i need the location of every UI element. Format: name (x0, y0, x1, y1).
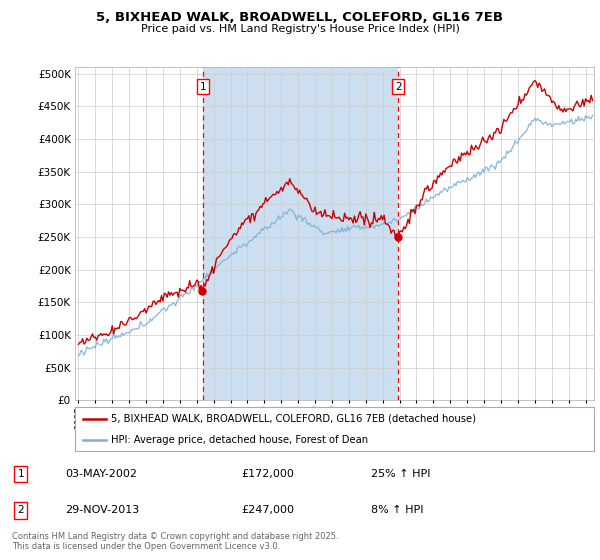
Text: 03-MAY-2002: 03-MAY-2002 (65, 469, 137, 479)
Text: 29-NOV-2013: 29-NOV-2013 (65, 505, 139, 515)
Text: 1: 1 (199, 82, 206, 92)
Text: Price paid vs. HM Land Registry's House Price Index (HPI): Price paid vs. HM Land Registry's House … (140, 24, 460, 34)
Text: HPI: Average price, detached house, Forest of Dean: HPI: Average price, detached house, Fore… (112, 435, 368, 445)
Text: 25% ↑ HPI: 25% ↑ HPI (371, 469, 430, 479)
Text: 5, BIXHEAD WALK, BROADWELL, COLEFORD, GL16 7EB: 5, BIXHEAD WALK, BROADWELL, COLEFORD, GL… (97, 11, 503, 24)
Text: £247,000: £247,000 (241, 505, 294, 515)
Bar (203, 67, 398, 400)
Text: 8% ↑ HPI: 8% ↑ HPI (371, 505, 423, 515)
Text: £172,000: £172,000 (241, 469, 294, 479)
Text: 1: 1 (17, 469, 24, 479)
Text: 5, BIXHEAD WALK, BROADWELL, COLEFORD, GL16 7EB (detached house): 5, BIXHEAD WALK, BROADWELL, COLEFORD, GL… (112, 414, 476, 424)
Text: 2: 2 (395, 82, 401, 92)
Text: 2: 2 (17, 505, 24, 515)
Text: Contains HM Land Registry data © Crown copyright and database right 2025.
This d: Contains HM Land Registry data © Crown c… (12, 532, 338, 552)
